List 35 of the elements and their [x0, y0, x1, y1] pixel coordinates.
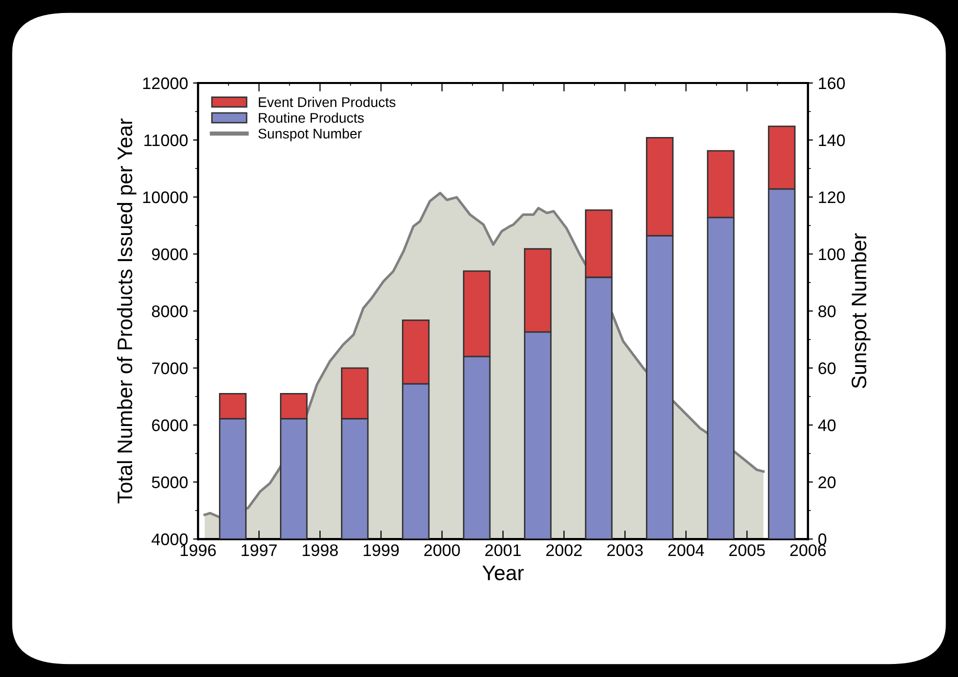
- x-tick-label: 1999: [364, 544, 399, 556]
- y-tick-label: 5000: [152, 476, 188, 488]
- y2-tick-label: 20: [818, 476, 836, 488]
- y2-tick-label: 60: [818, 362, 836, 374]
- x-tick-label: 1998: [302, 544, 338, 556]
- y-tick-label: 10000: [143, 191, 188, 204]
- legend-label: Sunspot Number: [258, 128, 362, 142]
- y-tick-label: 4000: [152, 533, 188, 546]
- y-tick-label: 8000: [152, 305, 188, 318]
- legend-label: Routine Products: [258, 112, 364, 123]
- y-tick-label: 11000: [144, 134, 188, 146]
- y2-tick-label: 120: [818, 191, 845, 204]
- x-tick-label: 1996: [180, 544, 216, 556]
- y2-axis-title: Sunspot Number: [851, 233, 870, 388]
- y2-tick-label: 80: [818, 305, 836, 318]
- x-axis-title: Year: [482, 566, 524, 580]
- y2-tick-label: 0: [818, 533, 826, 546]
- x-tick-label: 2000: [424, 544, 460, 556]
- legend-label: Event Driven Products: [258, 96, 396, 108]
- y-axis-title: Total Number of Products Issued per Year: [116, 118, 136, 504]
- y-tick-label: 6000: [152, 419, 188, 432]
- x-tick-label: 2001: [485, 544, 521, 556]
- y-tick-label: 7000: [152, 362, 188, 374]
- y-tick-label: 12000: [143, 77, 188, 90]
- x-tick-label: 2003: [607, 544, 643, 556]
- y-tick-label: 9000: [152, 248, 188, 260]
- y2-tick-label: 100: [818, 248, 845, 260]
- y2-tick-label: 160: [818, 77, 845, 90]
- x-tick-label: 2004: [668, 544, 704, 556]
- y2-tick-label: 40: [818, 419, 836, 432]
- x-tick-label: 2005: [729, 544, 765, 556]
- x-tick-label: 2006: [790, 544, 826, 556]
- x-tick-label: 1997: [242, 544, 277, 556]
- y2-tick-label: 140: [818, 134, 845, 146]
- x-tick-label: 2002: [546, 544, 582, 556]
